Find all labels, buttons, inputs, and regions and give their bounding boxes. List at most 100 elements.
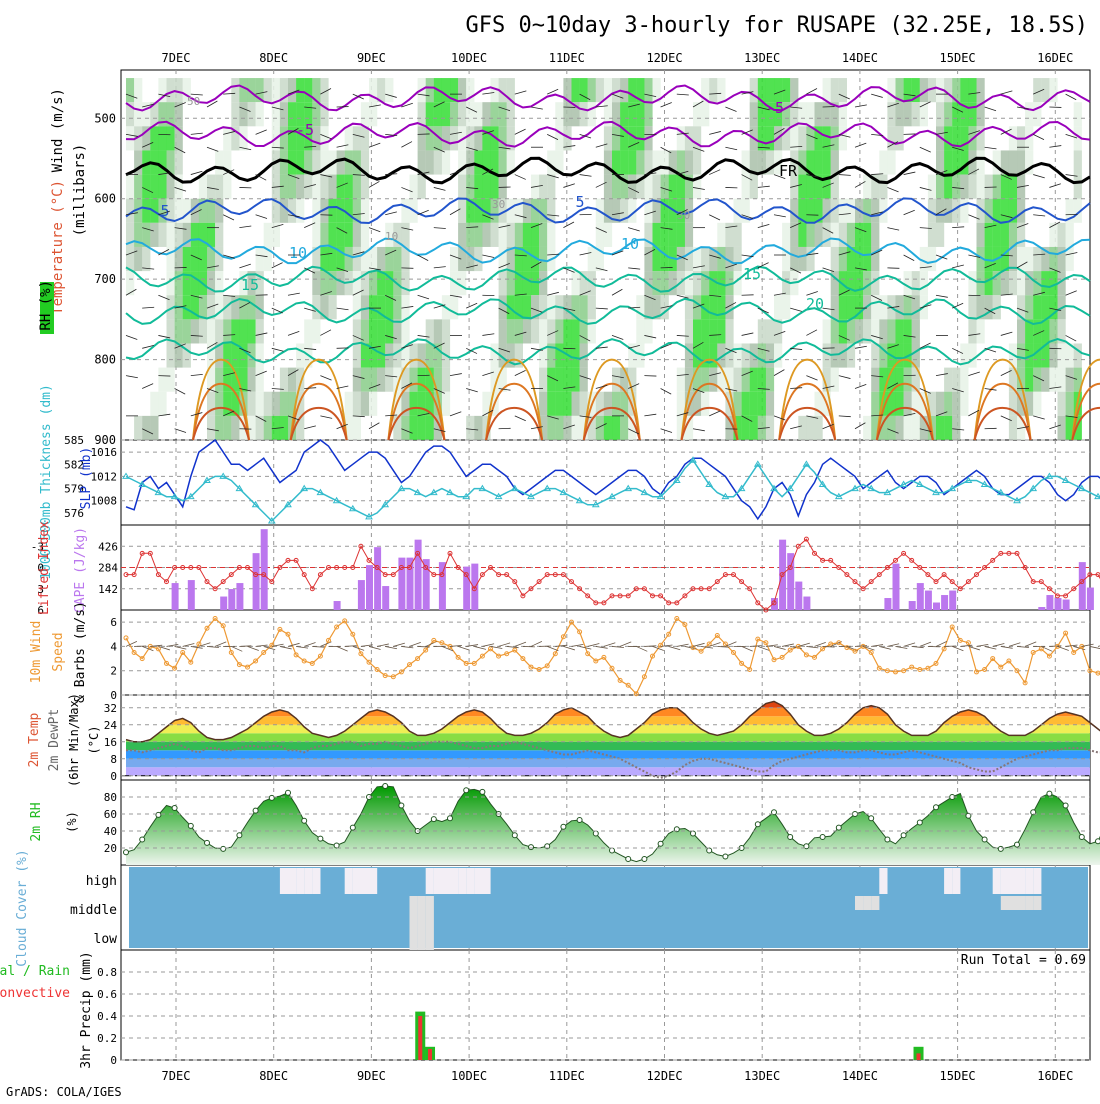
rh-shade-cell bbox=[345, 126, 353, 150]
rh-marker bbox=[302, 818, 307, 823]
rh-shade-cell bbox=[191, 271, 199, 295]
rh-shade-cell bbox=[539, 175, 547, 199]
rh-contour-label: 10 bbox=[385, 230, 398, 243]
rh-shade-cell bbox=[377, 368, 385, 392]
wind-barb bbox=[904, 255, 915, 261]
rh-shade-cell bbox=[547, 368, 555, 392]
wind-barb bbox=[1033, 134, 1044, 139]
rh-shade-cell bbox=[401, 319, 409, 343]
rh-shade-cell bbox=[1017, 343, 1025, 367]
rh-shade-cell bbox=[863, 416, 871, 440]
rh-shade-cell bbox=[896, 295, 904, 319]
date-label-bottom: 7DEC bbox=[162, 1069, 191, 1083]
rh-shade-cell bbox=[491, 343, 499, 367]
rh-marker bbox=[529, 845, 534, 850]
rh-marker bbox=[334, 843, 339, 848]
rh-marker bbox=[917, 820, 922, 825]
rh-shade-cell bbox=[661, 223, 669, 247]
rh-marker bbox=[464, 788, 469, 793]
rh-shade-cell bbox=[928, 175, 936, 199]
rh-shade-cell bbox=[758, 126, 766, 150]
rh-shade-cell bbox=[491, 223, 499, 247]
date-label-bottom: 16DEC bbox=[1037, 1069, 1073, 1083]
rh-shade-cell bbox=[458, 175, 466, 199]
axis-label-millibars: (millibars) bbox=[72, 144, 88, 237]
rh-shade-cell bbox=[345, 223, 353, 247]
rh-shade-cell bbox=[790, 199, 798, 223]
rh-shade-cell bbox=[280, 126, 288, 150]
rh-shade-cell bbox=[701, 102, 709, 126]
isotherm-label: 5 bbox=[160, 202, 169, 220]
rh-shade-cell bbox=[653, 223, 661, 247]
rh-shade-cell bbox=[499, 271, 507, 295]
rh-shade-cell bbox=[482, 175, 490, 199]
date-label-bottom: 13DEC bbox=[744, 1069, 780, 1083]
rh-shade-cell bbox=[960, 392, 968, 416]
rh-shade-cell bbox=[491, 175, 499, 199]
rh-shade-cell bbox=[150, 126, 158, 150]
wind-barb bbox=[337, 308, 349, 310]
rh-shade-cell bbox=[806, 199, 814, 223]
rh-shade-cell bbox=[158, 392, 166, 416]
wind-barb bbox=[758, 186, 770, 187]
rh-shade-cell bbox=[1058, 416, 1066, 440]
rh-shade-cell bbox=[353, 126, 361, 150]
rh-shade-cell bbox=[580, 368, 588, 392]
rh-shade-cell bbox=[126, 78, 134, 102]
rh-shade-cell bbox=[256, 343, 264, 367]
rh-shade-cell bbox=[199, 319, 207, 343]
rh-shade-cell bbox=[912, 416, 920, 440]
rh-shade-cell bbox=[620, 150, 628, 174]
rh-shade-cell bbox=[239, 102, 247, 126]
rh-shade-cell bbox=[588, 295, 596, 319]
rh-shade-cell bbox=[474, 223, 482, 247]
rh-shade-cell bbox=[312, 319, 320, 343]
cloud-high-cell bbox=[442, 868, 450, 894]
rh-shade-cell bbox=[604, 416, 612, 440]
temp-color-band bbox=[121, 733, 1090, 742]
rh-shade-cell bbox=[879, 150, 887, 174]
cloud-mid-cell bbox=[1009, 896, 1017, 910]
rh-shade-cell bbox=[150, 175, 158, 199]
rh-shade-cell bbox=[693, 150, 701, 174]
rh-shade-cell bbox=[766, 126, 774, 150]
cloud-high-cell bbox=[944, 868, 952, 894]
rh-shade-cell bbox=[547, 175, 555, 199]
rh-shade-cell bbox=[393, 343, 401, 367]
wind-barb-10m bbox=[1025, 642, 1036, 646]
cloud-high-cell bbox=[369, 868, 377, 894]
axis-label-li: Lifted Index bbox=[37, 521, 52, 615]
rh-shade-cell bbox=[871, 319, 879, 343]
axis-label-temp-1: 2m Temp bbox=[27, 712, 42, 767]
cape-bar bbox=[220, 597, 227, 610]
temp-color-band bbox=[121, 742, 1090, 751]
rh-shade-cell bbox=[199, 175, 207, 199]
wind-barb bbox=[369, 181, 379, 187]
wind-barb bbox=[369, 143, 380, 147]
rh-shade-cell bbox=[636, 319, 644, 343]
axis-label-temp-3: (6hr Min/Max) bbox=[67, 693, 81, 787]
wind-barb bbox=[418, 295, 429, 299]
wind-barb bbox=[968, 372, 979, 376]
rh-shade-cell bbox=[320, 223, 328, 247]
rh-shade-cell bbox=[725, 319, 733, 343]
rh-shade-cell bbox=[385, 247, 393, 271]
rh-shade-cell bbox=[896, 102, 904, 126]
rh-shade-cell bbox=[207, 175, 215, 199]
rh-shade-cell bbox=[401, 199, 409, 223]
wind-barb-10m bbox=[248, 646, 259, 650]
rh-shade-cell bbox=[175, 102, 183, 126]
rh-shade-cell bbox=[928, 247, 936, 271]
wind-barb bbox=[547, 292, 559, 295]
rh-shade-cell bbox=[466, 150, 474, 174]
rh-shade-cell bbox=[612, 416, 620, 440]
rh-shade-cell bbox=[887, 416, 895, 440]
rh-marker bbox=[1096, 839, 1100, 844]
rh-shade-cell bbox=[944, 126, 952, 150]
rh-shade-cell bbox=[717, 319, 725, 343]
rh-shade-cell bbox=[831, 247, 839, 271]
rh-shade-cell bbox=[952, 175, 960, 199]
rh-shade-cell bbox=[798, 247, 806, 271]
cape-bar bbox=[228, 589, 235, 610]
rh-shade-cell bbox=[1066, 368, 1074, 392]
